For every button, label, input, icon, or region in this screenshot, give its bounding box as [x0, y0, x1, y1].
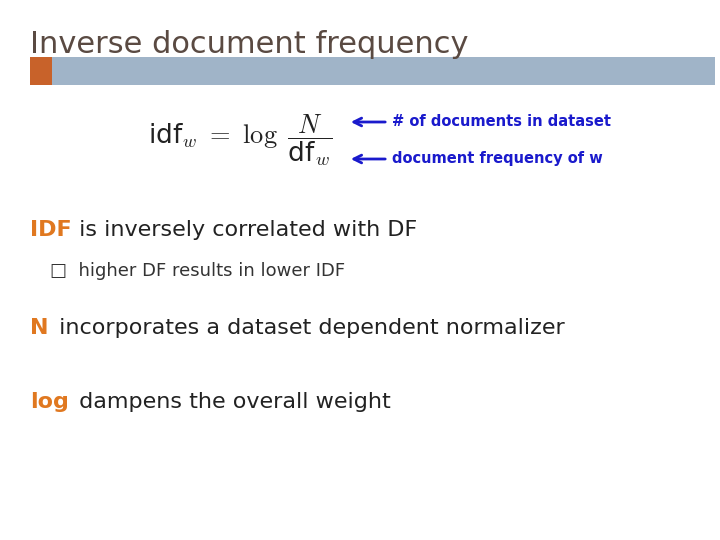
Text: incorporates a dataset dependent normalizer: incorporates a dataset dependent normali… — [52, 318, 564, 338]
Text: is inversely correlated with DF: is inversely correlated with DF — [72, 220, 418, 240]
Text: document frequency of w: document frequency of w — [392, 152, 603, 166]
Text: dampens the overall weight: dampens the overall weight — [72, 392, 391, 412]
Bar — [30, 57, 52, 85]
Text: N: N — [30, 318, 48, 338]
Text: # of documents in dataset: # of documents in dataset — [392, 114, 611, 130]
Text: $\mathdefault{idf}_w \ = \ \log \ \dfrac{N}{\mathdefault{df}_w}$: $\mathdefault{idf}_w \ = \ \log \ \dfrac… — [148, 112, 332, 168]
Text: IDF: IDF — [30, 220, 71, 240]
Text: log: log — [30, 392, 69, 412]
Bar — [30, 57, 715, 85]
Text: □  higher DF results in lower IDF: □ higher DF results in lower IDF — [50, 262, 345, 280]
Text: Inverse document frequency: Inverse document frequency — [30, 30, 469, 59]
